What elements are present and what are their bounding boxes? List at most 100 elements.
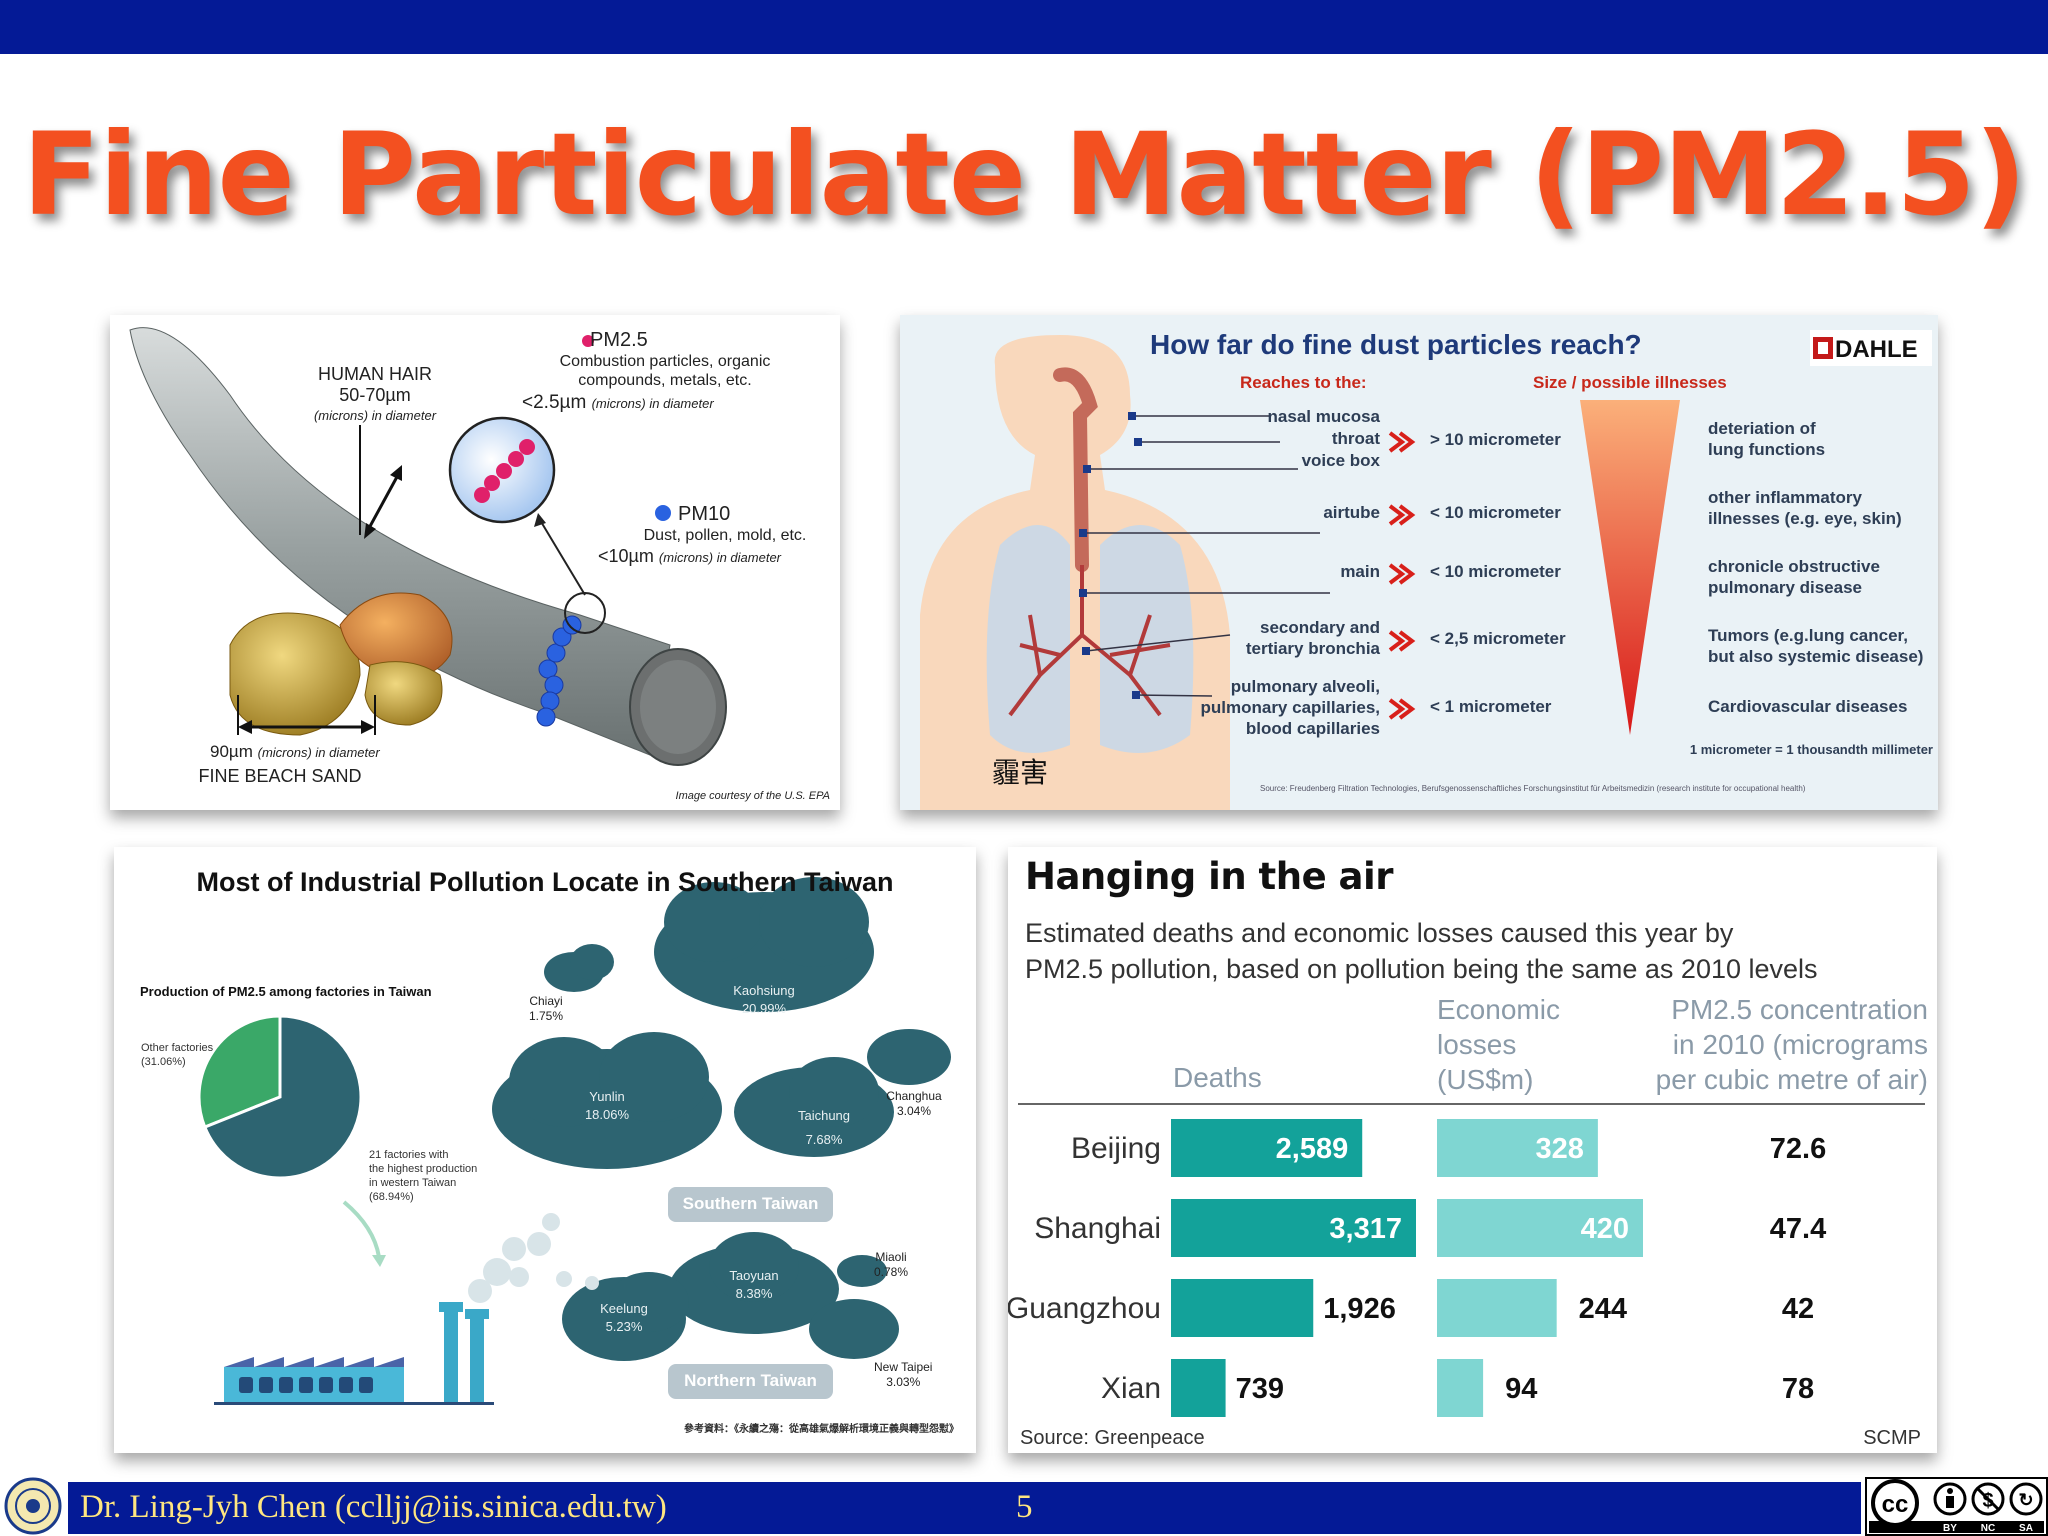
sand-size: 90µm (microns) in diameter [210, 742, 380, 761]
col-losses: Economic losses (US$m) [1437, 994, 1560, 1095]
illness-row-1: deteriation of lung functions [1708, 419, 1826, 459]
hair-size-note: (microns) in diameter [313, 408, 437, 423]
size-row-5: < 1 micrometer [1430, 697, 1552, 716]
cloud-taichung: Taichung 7.68% [797, 1108, 851, 1147]
slide-title: Fine Particulate Matter (PM2.5) [22, 108, 2026, 241]
deaths-bar [1171, 1359, 1226, 1417]
deaths-bar [1171, 1279, 1314, 1337]
hanging-in-air-panel: Hanging in the air Estimated deaths and … [1008, 847, 1937, 1453]
chart-source: Source: Greenpeace [1020, 1427, 1205, 1449]
size-row-4: < 2,5 micrometer [1430, 629, 1566, 648]
concentration-value: 72.6 [1770, 1133, 1826, 1165]
losses-value: 244 [1579, 1293, 1627, 1325]
size-row-3: < 10 micrometer [1430, 562, 1561, 581]
dahle-logo: DAHLE [1835, 336, 1918, 363]
taiwan-title: Most of Industrial Pollution Locate in S… [196, 867, 894, 897]
pm10-size: <10µm (microns) in diameter [598, 546, 782, 566]
north-label: Northern Taiwan [684, 1371, 817, 1390]
pm25-desc-2: compounds, metals, etc. [578, 372, 752, 389]
cc-by: BY [1943, 1523, 1957, 1534]
cc-nc: NC [1981, 1523, 1995, 1534]
sand-label: FINE BEACH SAND [198, 766, 362, 786]
col-size: Size / possible illnesses [1533, 373, 1727, 392]
pie-chart [197, 1014, 363, 1180]
size-row-1: > 10 micrometer [1430, 430, 1561, 449]
cloud-kaohsiung: Kaohsiung 20.99% [733, 983, 795, 1016]
sand-grain [229, 612, 361, 736]
chart-subtitle: Estimated deaths and economic losses cau… [1025, 918, 1818, 984]
city-label: Shanghai [1034, 1212, 1161, 1245]
reach-row-nasal: nasal mucosa throat voice box [1267, 407, 1380, 470]
illness-row-3: chronicle obstructive pulmonary disease [1708, 557, 1880, 597]
footer-author: Dr. Ling-Jyh Chen (cclljj@iis.sinica.edu… [80, 1489, 667, 1525]
losses-bar [1437, 1359, 1484, 1417]
footer: Dr. Ling-Jyh Chen (cclljj@iis.sinica.edu… [0, 1477, 2048, 1536]
taiwan-panel: Most of Industrial Pollution Locate in S… [114, 847, 976, 1453]
lung-footnote: 1 micrometer = 1 thousandth millimeter [1689, 742, 1933, 757]
col-deaths: Deaths [1173, 1062, 1262, 1093]
svg-text:cc: cc [1882, 1491, 1909, 1518]
pm25-label: PM2.5 [590, 329, 648, 351]
pm25-desc-1: Combustion particles, organic [559, 353, 771, 370]
taiwan-illustration [197, 877, 951, 1405]
deaths-value: 1,926 [1323, 1293, 1396, 1325]
losses-bar [1437, 1199, 1643, 1257]
svg-text:↻: ↻ [2018, 1490, 2033, 1510]
footer-bar [68, 1482, 1861, 1534]
pie-slice-top-factories [202, 1014, 363, 1180]
pie-slice-other [197, 1014, 282, 1130]
lung-title: How far do fine dust particles reach? [1150, 329, 1642, 360]
city-label: Xian [1101, 1372, 1161, 1405]
taiwan-reference: 參考資料：《永續之殤：從高雄氣爆解析環境正義與轉型怨懟》 [684, 1424, 959, 1435]
lung-caption: 霾害 [992, 756, 1049, 789]
losses-value: 328 [1535, 1133, 1583, 1165]
chart-title: Hanging in the air [1025, 855, 1393, 898]
smoke-puffs [468, 1213, 599, 1303]
cloud-shapes [492, 877, 951, 1361]
city-label: Beijing [1071, 1132, 1161, 1165]
deaths-value: 739 [1236, 1373, 1284, 1405]
hair-illustration [129, 327, 727, 766]
hair-credit: Image courtesy of the U.S. EPA [675, 790, 830, 802]
cc-sa: SA [2019, 1523, 2033, 1534]
illness-row-4: Tumors (e.g.lung cancer, but also systemi… [1708, 626, 1924, 666]
cloud-changhua: Changhua 3.04% [886, 1089, 942, 1118]
col-conc: PM2.5 concentration in 2010 (micrograms pe… [1655, 994, 1928, 1095]
reach-row-airtube: airtube [1323, 503, 1380, 522]
north-pill [668, 1364, 833, 1399]
cloud-keelung: Keelung 5.23% [600, 1301, 648, 1334]
reach-arrows [1388, 431, 1416, 720]
losses-bar [1437, 1279, 1557, 1337]
lung-panel: How far do fine dust particles reach? DA… [900, 315, 1938, 810]
lung-illustration [920, 330, 1932, 810]
deaths-losses-chart: Beijing 2,589 328 72.6 Shanghai 3,317 420 47.4 G… [1008, 1103, 1925, 1417]
col-reach: Reaches to the: [1240, 373, 1367, 392]
deaths-value: 2,589 [1276, 1133, 1349, 1165]
pie-pointer [342, 1200, 381, 1258]
pm25-size: <2.5µm (microns) in diameter [522, 392, 714, 413]
sinica-logo-icon [4, 1477, 62, 1535]
cloud-taoyuan: Taoyuan 8.38% [729, 1268, 779, 1301]
deaths-bar [1171, 1119, 1363, 1177]
cloud-new-taipei: New Taipei 3.03% [874, 1360, 933, 1389]
south-label: Southern Taiwan [682, 1194, 819, 1213]
losses-value: 420 [1581, 1213, 1629, 1245]
hair-size: 50-70µm [339, 385, 411, 405]
reach-row-alveoli: pulmonary alveoli, pulmonary capillaries,… [1200, 677, 1380, 738]
size-row-2: < 10 micrometer [1430, 503, 1561, 522]
deaths-bar [1171, 1199, 1416, 1257]
concentration-value: 47.4 [1770, 1213, 1826, 1245]
pie-main-label: 21 factories with the highest production i… [369, 1149, 478, 1203]
cloud-yunlin: Yunlin 18.06% [584, 1089, 630, 1122]
footer-page-number: 5 [1016, 1489, 1033, 1525]
deaths-value: 3,317 [1329, 1213, 1402, 1245]
pie-other-label: Other factories (31.06%) [141, 1042, 214, 1068]
chart-credit: SCMP [1863, 1427, 1921, 1449]
concentration-value: 42 [1782, 1293, 1814, 1325]
lung-source: Source: Freudenberg Filtration Technolog… [1260, 784, 1806, 793]
hair-comparison-panel: PM2.5 Combustion particles, organic comp… [110, 315, 840, 810]
size-triangle [1580, 400, 1680, 735]
pm10-label: PM10 [678, 503, 731, 525]
cc-license-icon: cc $ ↻ BY NC SA [1865, 1477, 2048, 1536]
reach-row-bronchia: secondary and tertiary bronchia [1245, 618, 1380, 658]
